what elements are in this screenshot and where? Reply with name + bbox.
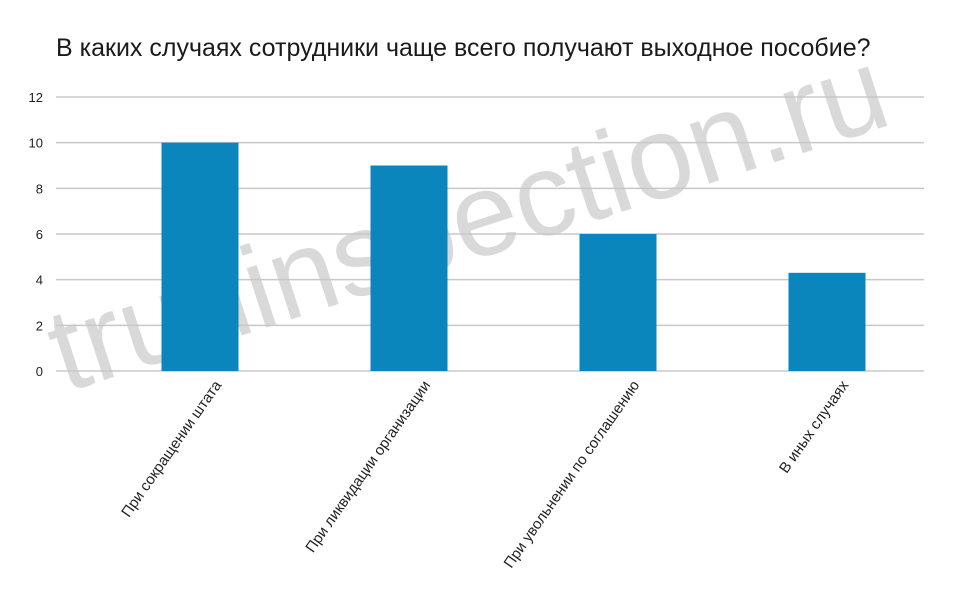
y-tick-label: 12 bbox=[29, 90, 43, 105]
y-tick-label: 0 bbox=[36, 364, 43, 379]
bar-4 bbox=[788, 272, 866, 371]
x-tick-label: При увольнении по соглашению bbox=[501, 378, 644, 572]
bar-3 bbox=[579, 234, 657, 371]
y-tick-label: 2 bbox=[36, 318, 43, 333]
y-tick-label: 4 bbox=[36, 273, 43, 288]
x-axis-labels: При сокращении штата При ликвидации орган… bbox=[118, 377, 852, 571]
y-tick-label: 8 bbox=[36, 181, 43, 196]
bars bbox=[161, 142, 866, 371]
y-tick-label: 10 bbox=[29, 136, 43, 151]
x-tick-label: В иных случаях bbox=[776, 377, 853, 476]
y-tick-label: 6 bbox=[36, 227, 43, 242]
chart-title: В каких случаях сотрудники чаще всего по… bbox=[56, 34, 871, 62]
bar-1 bbox=[161, 142, 239, 371]
y-axis-ticks: 0 2 4 6 8 10 12 bbox=[29, 90, 43, 379]
x-tick-label: При сокращении штата bbox=[118, 377, 225, 520]
bar-2 bbox=[370, 165, 448, 371]
x-tick-label: При ликвидации организации bbox=[302, 378, 434, 556]
